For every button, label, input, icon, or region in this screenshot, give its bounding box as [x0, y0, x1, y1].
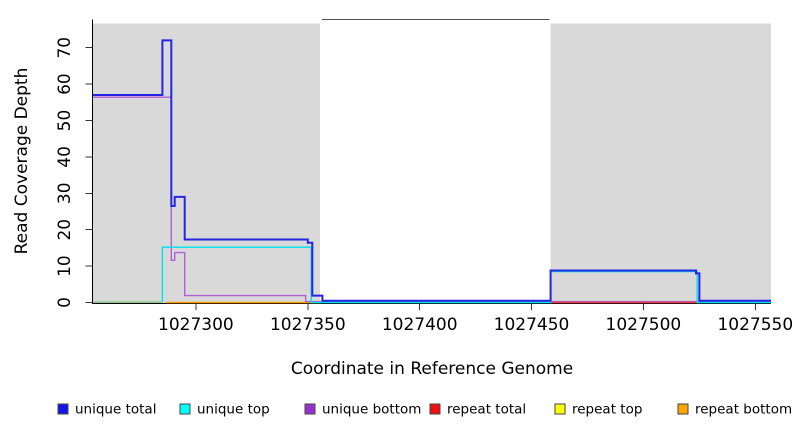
legend-swatch-unique-total	[57, 403, 69, 415]
series-unique-total	[93, 39, 771, 302]
x-tick-label: 1027500	[606, 315, 682, 335]
y-tick-label: 50	[55, 110, 75, 132]
y-tick-label: 70	[55, 37, 75, 59]
x-axis	[195, 303, 756, 310]
legend-swatch-repeat-total	[429, 403, 441, 415]
legend-label: repeat total	[447, 402, 526, 418]
y-tick-label: 40	[55, 146, 75, 168]
plot-spines	[92, 18, 771, 304]
legend-swatch-unique-top	[179, 403, 191, 415]
masked-region	[93, 23, 321, 303]
legend-item: repeat top	[554, 402, 642, 418]
legend-label: unique top	[197, 402, 270, 418]
y-tick-labels: 0 10 20 30 40 50 60 70	[55, 37, 75, 308]
legend-label: unique bottom	[322, 402, 421, 418]
legend-label: repeat bottom	[695, 402, 792, 418]
legend: unique total unique top unique bottom re…	[57, 402, 792, 418]
masked-region	[550, 23, 771, 303]
x-axis-title: Coordinate in Reference Genome	[291, 359, 573, 379]
masked-regions-layer	[93, 23, 771, 303]
legend-item: unique top	[179, 402, 270, 418]
y-axis	[85, 47, 93, 303]
y-tick-label: 60	[55, 73, 75, 95]
y-tick-label: 30	[55, 182, 75, 204]
legend-label: unique total	[75, 402, 156, 418]
legend-swatch-repeat-top	[554, 403, 566, 415]
y-tick-label: 10	[55, 255, 75, 277]
series-layer	[93, 39, 771, 304]
x-tick-label: 1027300	[158, 315, 234, 335]
legend-item: repeat bottom	[677, 402, 792, 418]
x-tick-label: 1027350	[270, 315, 346, 335]
y-tick-label: 0	[55, 297, 75, 308]
y-axis-title: Read Coverage Depth	[12, 68, 32, 255]
series-unique-top	[161, 246, 771, 304]
legend-swatch-repeat-bottom	[677, 403, 689, 415]
x-tick-label: 1027550	[717, 315, 792, 335]
legend-item: repeat total	[429, 402, 526, 418]
legend-swatch-unique-bottom	[304, 403, 316, 415]
legend-label: repeat top	[572, 402, 642, 418]
x-tick-label: 1027450	[494, 315, 570, 335]
legend-item: unique total	[57, 402, 156, 418]
x-tick-labels: 1027300 1027350 1027400 1027450 1027500 …	[158, 315, 792, 335]
x-tick-label: 1027400	[382, 315, 458, 335]
y-tick-label: 20	[55, 219, 75, 241]
legend-item: unique bottom	[304, 402, 421, 418]
